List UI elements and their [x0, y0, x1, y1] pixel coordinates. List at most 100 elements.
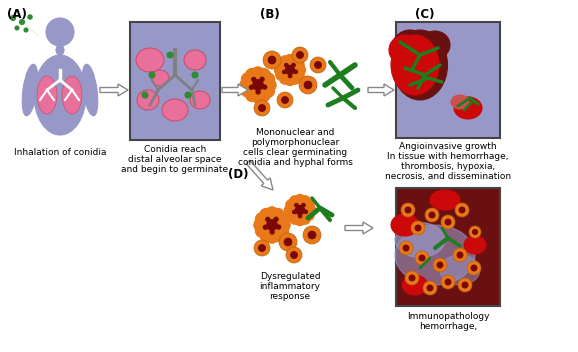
- Circle shape: [249, 85, 254, 89]
- Circle shape: [290, 56, 301, 67]
- Circle shape: [290, 74, 301, 84]
- Circle shape: [254, 219, 266, 231]
- Text: (D): (D): [228, 168, 249, 181]
- Circle shape: [300, 213, 310, 224]
- Circle shape: [411, 221, 425, 235]
- Circle shape: [276, 213, 288, 225]
- Text: polymorphonuclear: polymorphonuclear: [251, 138, 339, 147]
- Circle shape: [458, 278, 472, 292]
- Circle shape: [401, 203, 415, 217]
- Circle shape: [280, 74, 290, 84]
- Circle shape: [260, 229, 272, 241]
- Circle shape: [304, 81, 312, 89]
- Circle shape: [192, 72, 198, 78]
- Text: Mononuclear and: Mononuclear and: [256, 128, 334, 137]
- Circle shape: [403, 245, 409, 251]
- Circle shape: [262, 85, 267, 89]
- Circle shape: [453, 248, 467, 262]
- Ellipse shape: [56, 45, 64, 55]
- Circle shape: [266, 217, 270, 221]
- Circle shape: [441, 275, 455, 289]
- Circle shape: [459, 207, 465, 213]
- Circle shape: [266, 220, 277, 230]
- Circle shape: [258, 245, 265, 251]
- Circle shape: [441, 215, 455, 229]
- Circle shape: [292, 47, 308, 63]
- Circle shape: [28, 15, 32, 19]
- Ellipse shape: [389, 35, 421, 65]
- Text: necrosis, and dissemination: necrosis, and dissemination: [385, 172, 511, 181]
- Ellipse shape: [22, 64, 38, 116]
- Circle shape: [294, 59, 304, 70]
- Circle shape: [253, 80, 264, 90]
- Circle shape: [303, 226, 321, 244]
- Ellipse shape: [162, 99, 188, 121]
- Text: (C): (C): [415, 8, 435, 21]
- FancyArrow shape: [345, 222, 373, 234]
- FancyArrow shape: [100, 84, 128, 96]
- Text: and begin to germinate: and begin to germinate: [121, 165, 228, 174]
- FancyArrow shape: [222, 84, 248, 96]
- Circle shape: [288, 74, 292, 78]
- Circle shape: [142, 92, 148, 98]
- Text: Conidia reach: Conidia reach: [144, 145, 206, 154]
- Circle shape: [415, 251, 429, 265]
- Circle shape: [263, 51, 281, 69]
- Ellipse shape: [420, 31, 450, 59]
- Ellipse shape: [391, 30, 429, 70]
- Circle shape: [281, 97, 288, 103]
- Circle shape: [276, 59, 287, 70]
- FancyBboxPatch shape: [130, 22, 220, 140]
- Circle shape: [304, 210, 307, 214]
- Text: Angioinvasive growth: Angioinvasive growth: [399, 142, 497, 151]
- Circle shape: [295, 194, 305, 205]
- Circle shape: [308, 231, 316, 239]
- Circle shape: [445, 219, 451, 225]
- Circle shape: [467, 261, 481, 275]
- Circle shape: [303, 200, 314, 210]
- Ellipse shape: [440, 255, 480, 285]
- Circle shape: [10, 15, 16, 20]
- Circle shape: [242, 73, 254, 85]
- Text: (A): (A): [7, 8, 27, 21]
- Circle shape: [266, 207, 278, 219]
- Circle shape: [425, 208, 439, 222]
- Ellipse shape: [392, 30, 447, 100]
- Circle shape: [266, 231, 278, 243]
- Circle shape: [295, 206, 305, 215]
- Circle shape: [263, 225, 268, 230]
- Circle shape: [290, 200, 310, 220]
- Circle shape: [279, 233, 297, 251]
- Circle shape: [24, 28, 28, 32]
- Circle shape: [295, 215, 305, 226]
- Circle shape: [167, 52, 173, 58]
- Ellipse shape: [136, 48, 164, 72]
- Ellipse shape: [151, 70, 169, 86]
- Circle shape: [471, 265, 477, 271]
- Circle shape: [405, 207, 411, 213]
- Circle shape: [251, 77, 256, 82]
- Circle shape: [314, 62, 321, 68]
- Circle shape: [283, 70, 286, 74]
- FancyArrow shape: [368, 84, 394, 96]
- Text: conidia and hyphal forms: conidia and hyphal forms: [238, 158, 353, 167]
- Circle shape: [291, 252, 297, 258]
- Text: inflammatory: inflammatory: [260, 282, 320, 291]
- Circle shape: [276, 70, 287, 81]
- Circle shape: [242, 84, 254, 97]
- Circle shape: [284, 63, 288, 67]
- Circle shape: [405, 271, 419, 285]
- Circle shape: [284, 55, 295, 65]
- Ellipse shape: [454, 97, 482, 119]
- Ellipse shape: [391, 214, 419, 236]
- FancyBboxPatch shape: [396, 22, 500, 138]
- Circle shape: [251, 67, 264, 80]
- Circle shape: [415, 225, 421, 231]
- Circle shape: [261, 214, 283, 236]
- Circle shape: [246, 89, 258, 102]
- Circle shape: [286, 210, 297, 220]
- Circle shape: [300, 196, 310, 207]
- Circle shape: [280, 61, 299, 80]
- Circle shape: [270, 230, 274, 234]
- Circle shape: [472, 230, 477, 234]
